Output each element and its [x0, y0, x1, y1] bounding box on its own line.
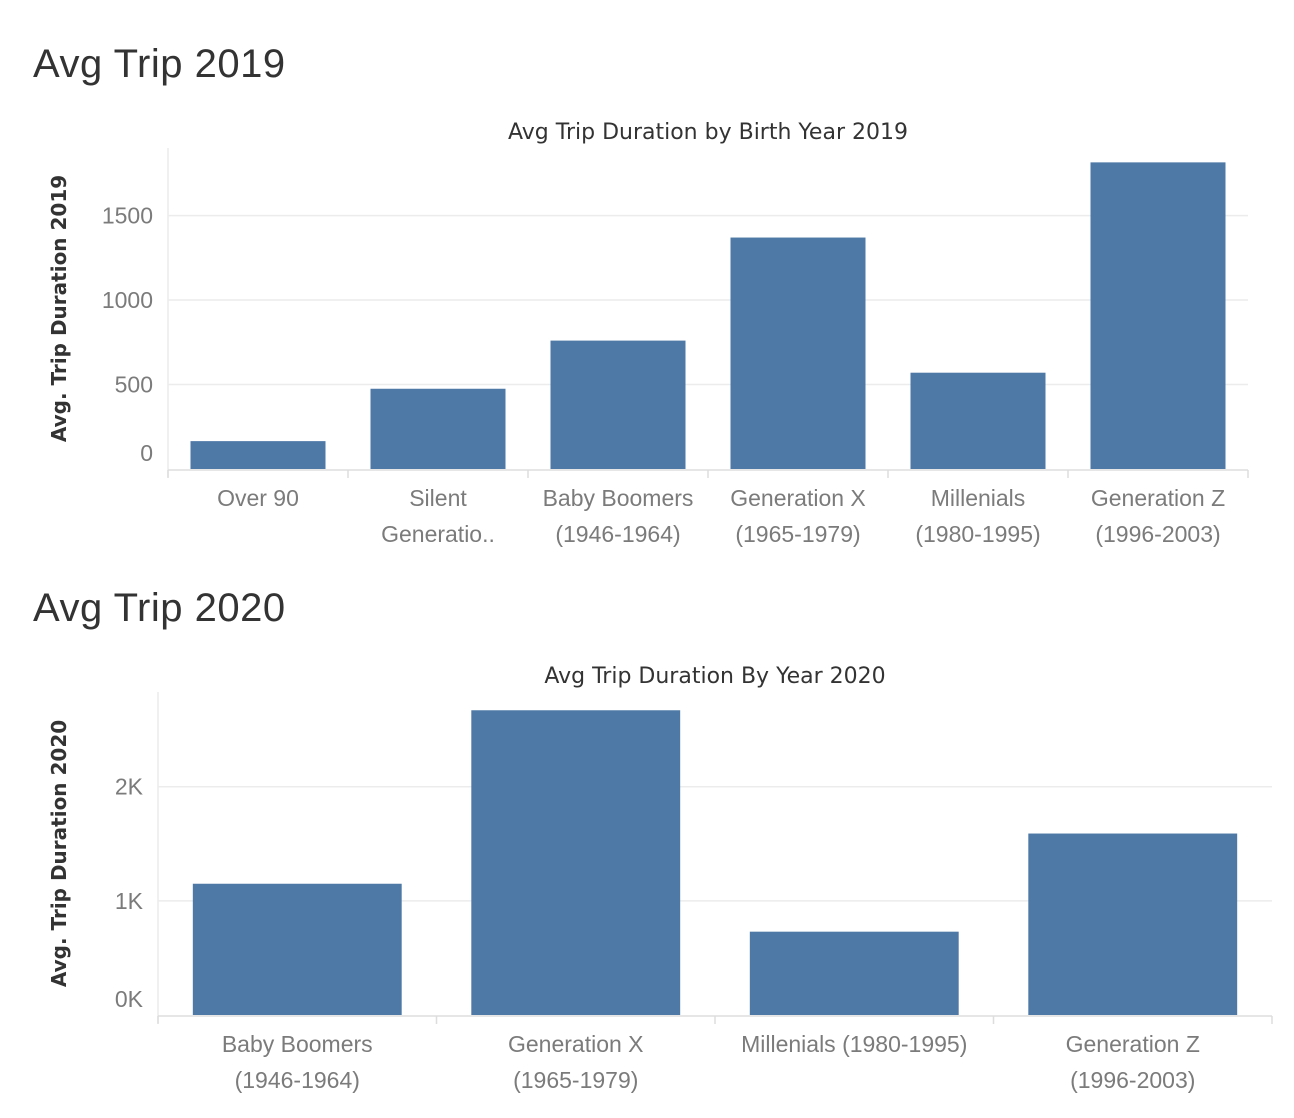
dashboard-title-2020: Avg Trip 2020 [33, 586, 286, 630]
x-tick-label: Millenials (1980-1995) [741, 1031, 967, 1057]
x-tick-label: Baby Boomers [222, 1031, 373, 1057]
dashboard-title-2019: Avg Trip 2019 [33, 42, 286, 86]
y-tick-label: 500 [115, 372, 153, 398]
x-tick-label: (1965-1979) [735, 521, 860, 547]
x-tick-label: Over 90 [217, 485, 299, 511]
bar [550, 340, 686, 469]
y-tick-label: 0K [115, 986, 144, 1012]
x-tick-label: (1996-2003) [1095, 521, 1220, 547]
bar [749, 931, 959, 1015]
chart-title: Avg Trip Duration By Year 2020 [544, 664, 885, 689]
bar [1090, 162, 1226, 469]
bar [192, 883, 402, 1015]
x-tick-label: Millenials [931, 485, 1026, 511]
x-tick-label: Generation X [508, 1031, 644, 1057]
x-tick-label: Generatio.. [381, 521, 495, 547]
y-tick-label: 1000 [102, 287, 153, 313]
x-tick-label: Silent [409, 485, 467, 511]
bar [1028, 833, 1238, 1015]
x-tick-label: (1965-1979) [513, 1067, 638, 1093]
x-tick-label: Generation X [730, 485, 866, 511]
x-tick-label: Baby Boomers [543, 485, 694, 511]
x-tick-label: (1996-2003) [1070, 1067, 1195, 1093]
x-tick-label: Generation Z [1066, 1031, 1200, 1057]
bar [370, 388, 506, 469]
x-tick-label: Generation Z [1091, 485, 1225, 511]
y-tick-label: 2K [115, 774, 144, 800]
chart-title: Avg Trip Duration by Birth Year 2019 [508, 120, 908, 145]
bar [190, 441, 326, 469]
y-tick-label: 1500 [102, 203, 153, 229]
y-axis-label: Avg. Trip Duration 2019 [47, 175, 71, 442]
x-tick-label: (1946-1964) [235, 1067, 360, 1093]
x-tick-label: (1980-1995) [915, 521, 1040, 547]
y-axis-label: Avg. Trip Duration 2020 [47, 720, 71, 987]
bar [730, 237, 866, 469]
y-tick-label: 0 [140, 440, 153, 466]
x-tick-label: (1946-1964) [555, 521, 680, 547]
bar [910, 372, 1046, 469]
y-tick-label: 1K [115, 888, 144, 914]
bar [471, 710, 681, 1015]
